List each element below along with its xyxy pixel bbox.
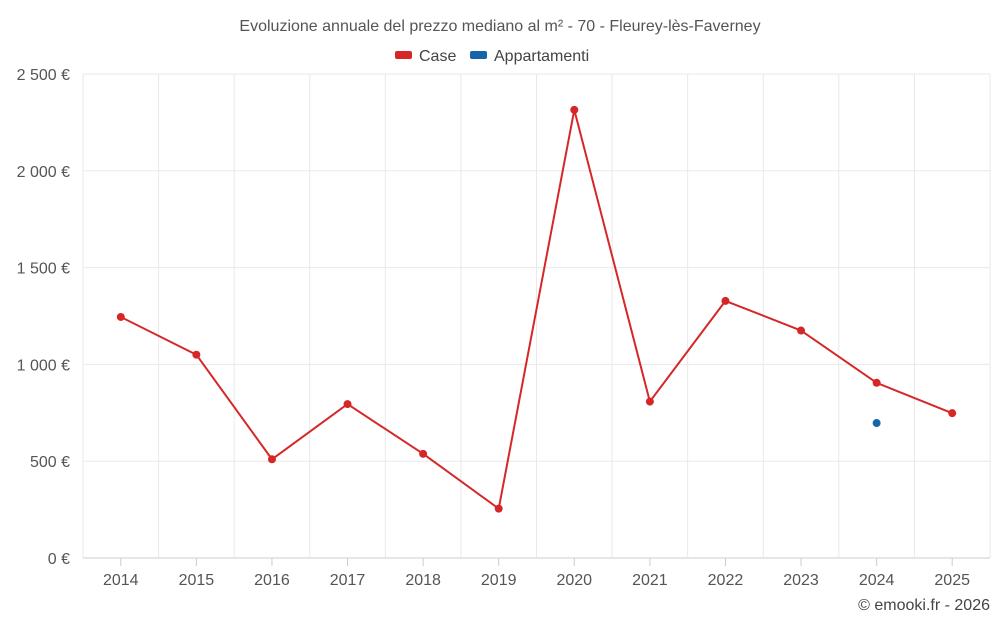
data-point-case[interactable] xyxy=(343,400,352,409)
data-point-case[interactable] xyxy=(419,449,428,458)
y-tick-label: 2 500 € xyxy=(17,67,70,84)
data-point-appartamenti[interactable] xyxy=(872,419,881,428)
data-point-case[interactable] xyxy=(872,378,881,387)
data-point-case[interactable] xyxy=(570,105,579,114)
legend-label-appartamenti: Appartamenti xyxy=(494,48,589,65)
series-layer xyxy=(116,105,957,513)
x-tick-label: 2019 xyxy=(481,572,517,589)
legend-item-case[interactable]: Case xyxy=(395,48,456,65)
x-tick-label: 2016 xyxy=(254,572,290,589)
y-axis-ticks: 0 € 500 € 1 000 € 1 500 € 2 000 € 2 500 € xyxy=(17,67,70,568)
x-tick-label: 2022 xyxy=(708,572,744,589)
data-point-case[interactable] xyxy=(267,455,276,464)
y-tick-label: 2 000 € xyxy=(17,164,70,181)
data-point-case[interactable] xyxy=(494,504,503,513)
y-tick-label: 0 € xyxy=(48,551,70,568)
x-tick-label: 2020 xyxy=(556,572,592,589)
legend: Case Appartamenti xyxy=(395,48,589,65)
y-tick-label: 1 500 € xyxy=(17,261,70,278)
x-tick-label: 2017 xyxy=(330,572,366,589)
data-point-case[interactable] xyxy=(192,350,201,359)
y-tick-label: 500 € xyxy=(30,454,70,471)
x-tick-label: 2025 xyxy=(934,572,970,589)
data-point-case[interactable] xyxy=(797,326,806,335)
data-point-case[interactable] xyxy=(721,296,730,305)
legend-label-case: Case xyxy=(419,48,456,65)
legend-item-appartamenti[interactable]: Appartamenti xyxy=(470,48,589,65)
y-tick-label: 1 000 € xyxy=(17,357,70,374)
x-gridlines xyxy=(82,74,991,558)
x-tick-label: 2023 xyxy=(783,572,819,589)
x-axis-ticks: 2014 2015 2016 2017 2018 2019 2020 2021 2022 2023… xyxy=(103,558,970,589)
x-tick-label: 2021 xyxy=(632,572,668,589)
series-line-case xyxy=(120,108,953,510)
chart-title: Evoluzione annuale del prezzo mediano al… xyxy=(239,18,760,35)
data-point-case[interactable] xyxy=(116,312,125,321)
x-tick-label: 2014 xyxy=(103,572,139,589)
data-point-case[interactable] xyxy=(645,397,654,406)
legend-swatch-case xyxy=(395,51,412,59)
x-tick-label: 2024 xyxy=(859,572,895,589)
legend-swatch-appartamenti xyxy=(470,51,487,59)
x-tick-label: 2018 xyxy=(405,572,441,589)
x-tick-label: 2015 xyxy=(179,572,215,589)
credit-text: © emooki.fr - 2026 xyxy=(858,597,990,614)
data-point-case[interactable] xyxy=(948,409,957,418)
